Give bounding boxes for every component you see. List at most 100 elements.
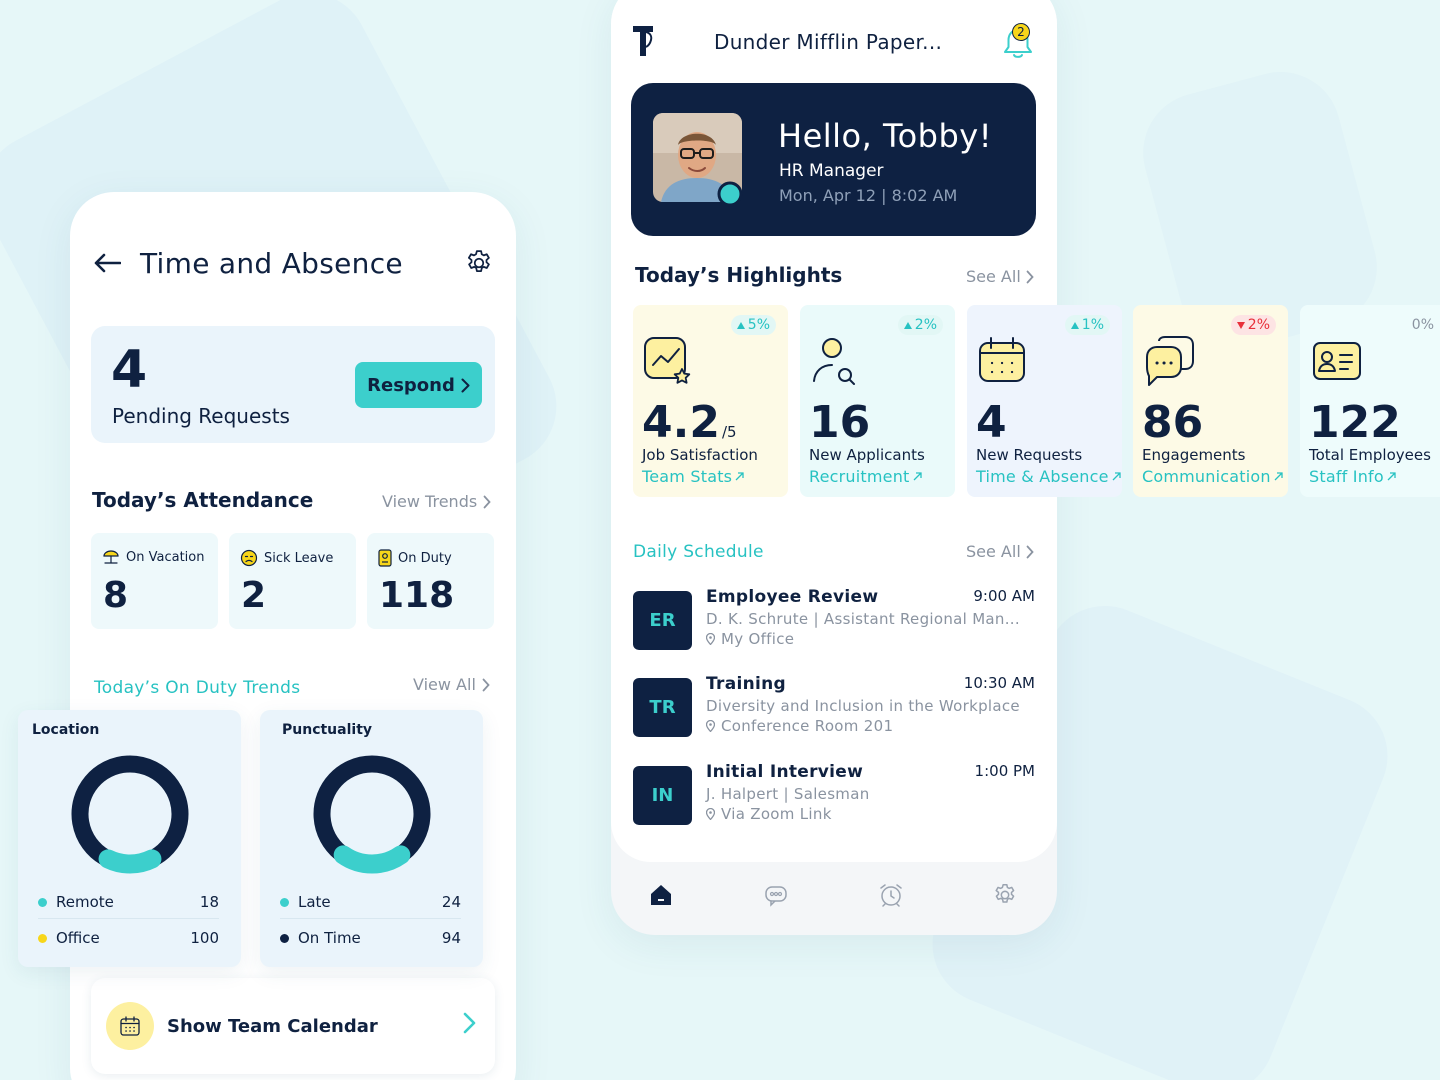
schedule-title: Employee Review: [706, 587, 879, 607]
see-all-schedule-link[interactable]: See All: [966, 542, 1034, 561]
location-pin-icon: [706, 633, 715, 645]
avatar[interactable]: [653, 113, 742, 202]
chevron-right-icon: [1026, 545, 1034, 558]
screen-header: Time and Absence: [92, 240, 496, 286]
schedule-location: Via Zoom Link: [706, 805, 832, 823]
highlight-value: 16: [809, 397, 870, 448]
schedule-description: J. Halpert | Salesman: [706, 785, 870, 803]
location-pin-icon: [706, 808, 715, 820]
location-label: My Office: [721, 630, 795, 648]
change-badge: 5%: [730, 315, 776, 335]
schedule-title: Training: [706, 674, 787, 694]
external-arrow-icon: [1387, 472, 1396, 481]
legend-value: 18: [199, 893, 219, 911]
attendance-card-duty[interactable]: On Duty 118: [367, 533, 494, 629]
punctuality-chart-card: Punctuality Late 24 On Time 94: [260, 710, 483, 967]
respond-button[interactable]: Respond: [355, 362, 482, 408]
respond-label: Respond: [367, 374, 455, 396]
highlight-card-requests[interactable]: 1% 4 New Requests Time & Absence: [967, 305, 1122, 497]
schedule-initials: TR: [633, 678, 692, 737]
highlight-link-label: Recruitment: [809, 467, 910, 486]
chevron-right-icon: [461, 378, 470, 392]
online-status-indicator: [717, 181, 743, 207]
gear-icon[interactable]: [462, 246, 496, 280]
highlight-number: 122: [1309, 397, 1401, 448]
attendance-card-vacation[interactable]: On Vacation 8: [91, 533, 218, 629]
attendance-title: Today’s Attendance: [92, 488, 314, 512]
attendance-value: 8: [103, 575, 129, 616]
see-all-label: See All: [966, 267, 1021, 286]
donut-segment-office: [71, 755, 189, 866]
legend-value: 100: [190, 929, 219, 947]
schedule-item[interactable]: TR Training 10:30 AM Diversity and Inclu…: [633, 674, 1035, 748]
team-calendar-card[interactable]: Show Team Calendar: [91, 978, 495, 1074]
arrow-up-icon: [1070, 321, 1079, 329]
legend-value: 24: [441, 893, 461, 911]
chart-title: Punctuality: [282, 722, 373, 738]
id-card-icon: [1313, 342, 1361, 380]
attendance-label: On Duty: [398, 550, 452, 566]
highlight-card-engagements[interactable]: 2% 86 Engagements Communication: [1133, 305, 1288, 497]
highlight-value: 86: [1142, 397, 1203, 448]
view-all-link[interactable]: View All: [413, 675, 490, 694]
see-all-highlights-link[interactable]: See All: [966, 267, 1034, 286]
schedule-initials: IN: [633, 766, 692, 825]
divider: [38, 918, 219, 919]
schedule-initials: ER: [633, 591, 692, 650]
schedule-item[interactable]: IN Initial Interview 1:00 PM J. Halpert …: [633, 762, 1035, 836]
highlight-link-label: Staff Info: [1309, 467, 1384, 486]
highlight-link[interactable]: Communication: [1142, 467, 1283, 486]
external-arrow-icon: [735, 472, 744, 481]
schedule-time: 1:00 PM: [974, 762, 1035, 780]
highlight-number: 4: [976, 397, 1007, 448]
highlight-link[interactable]: Time & Absence: [976, 467, 1121, 486]
view-trends-label: View Trends: [382, 492, 478, 511]
legend-dot: [280, 933, 289, 943]
highlight-value: 122: [1309, 397, 1401, 448]
legend-label: On Time: [298, 929, 361, 947]
location-pin-icon: [706, 720, 715, 732]
schedule-item[interactable]: ER Employee Review 9:00 AM D. K. Schrute…: [633, 587, 1035, 661]
highlight-link-label: Communication: [1142, 467, 1271, 486]
change-badge: 2%: [897, 315, 943, 335]
location-donut-chart: [71, 755, 189, 874]
back-arrow-icon[interactable]: [92, 248, 122, 278]
external-arrow-icon: [1274, 472, 1283, 481]
chat-bubbles-icon: [1146, 336, 1194, 386]
change-badge: 0%: [1406, 315, 1440, 335]
highlight-link[interactable]: Team Stats: [642, 467, 744, 486]
highlight-link-label: Team Stats: [642, 467, 733, 486]
user-greeting-card: Hello, Tobby! HR Manager Mon, Apr 12 | 8…: [631, 83, 1036, 236]
change-value: 1%: [1081, 317, 1104, 333]
attendance-label: On Vacation: [126, 549, 205, 565]
schedule-description: Diversity and Inclusion in the Workplace: [706, 697, 1020, 715]
home-icon[interactable]: [643, 877, 679, 913]
highlight-card-satisfaction[interactable]: 5% 4.2/5 Job Satisfaction Team Stats: [633, 305, 788, 497]
donut-segment-late: [333, 845, 411, 874]
attendance-label: Sick Leave: [264, 550, 334, 566]
view-all-label: View All: [413, 675, 476, 694]
view-trends-link[interactable]: View Trends: [382, 492, 491, 511]
divider: [280, 918, 461, 919]
attendance-value: 2: [241, 575, 267, 616]
highlight-card-employees[interactable]: 0% 122 Total Employees Staff Info: [1300, 305, 1440, 497]
legend-office: Office 100: [38, 923, 219, 953]
punctuality-donut-chart: [313, 755, 431, 874]
attendance-card-sick[interactable]: Sick Leave 2: [229, 533, 356, 629]
arrow-down-icon: [1236, 321, 1245, 329]
chevron-right-icon: [1026, 270, 1034, 283]
alarm-clock-icon[interactable]: [873, 877, 909, 913]
greeting: Hello, Tobby!: [778, 117, 993, 155]
legend-label: Late: [298, 893, 331, 911]
highlights-title: Today’s Highlights: [635, 263, 843, 287]
legend-label: Office: [56, 929, 100, 947]
change-badge: 2%: [1230, 315, 1276, 335]
settings-icon[interactable]: [987, 877, 1023, 913]
change-value: 5%: [747, 317, 770, 333]
chat-icon[interactable]: [758, 877, 794, 913]
highlight-card-applicants[interactable]: 2% 16 New Applicants Recruitment: [800, 305, 955, 497]
highlight-link[interactable]: Staff Info: [1309, 467, 1396, 486]
bottom-tab-bar: [611, 862, 1057, 935]
arrow-up-icon: [903, 321, 912, 329]
highlight-link[interactable]: Recruitment: [809, 467, 922, 486]
